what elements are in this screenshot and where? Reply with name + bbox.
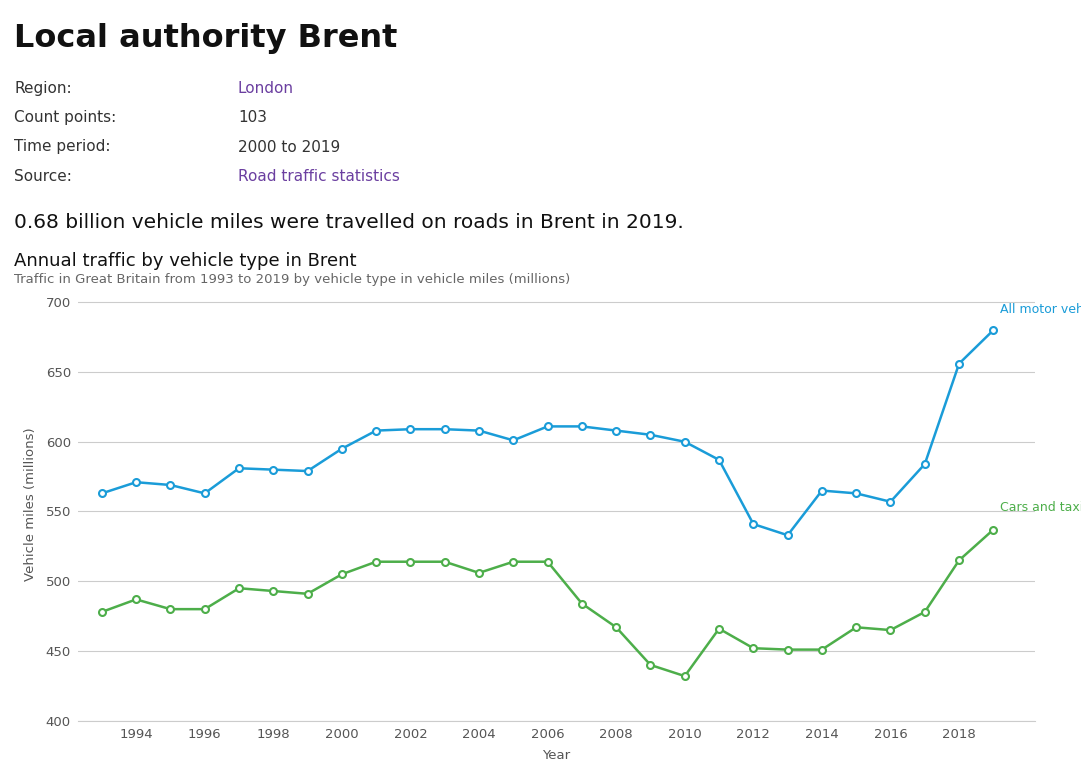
Text: Road traffic statistics: Road traffic statistics [238,169,400,184]
Text: Local authority Brent: Local authority Brent [14,23,398,54]
Text: Source:: Source: [14,169,72,184]
Text: Traffic in Great Britain from 1993 to 2019 by vehicle type in vehicle miles (mil: Traffic in Great Britain from 1993 to 20… [14,273,571,286]
Text: Annual traffic by vehicle type in Brent: Annual traffic by vehicle type in Brent [14,252,357,270]
Text: 2000 to 2019: 2000 to 2019 [238,140,341,154]
Text: London: London [238,81,294,96]
Text: Time period:: Time period: [14,140,110,154]
Text: Count points:: Count points: [14,110,117,125]
Text: Region:: Region: [14,81,71,96]
Text: Cars and taxis: Cars and taxis [1000,501,1081,515]
Y-axis label: Vehicle miles (millions): Vehicle miles (millions) [24,428,37,581]
Text: All motor vehicles: All motor vehicles [1000,303,1081,316]
Text: 103: 103 [238,110,267,125]
Text: 0.68 billion vehicle miles were travelled on roads in Brent in 2019.: 0.68 billion vehicle miles were travelle… [14,213,684,232]
X-axis label: Year: Year [542,749,571,762]
